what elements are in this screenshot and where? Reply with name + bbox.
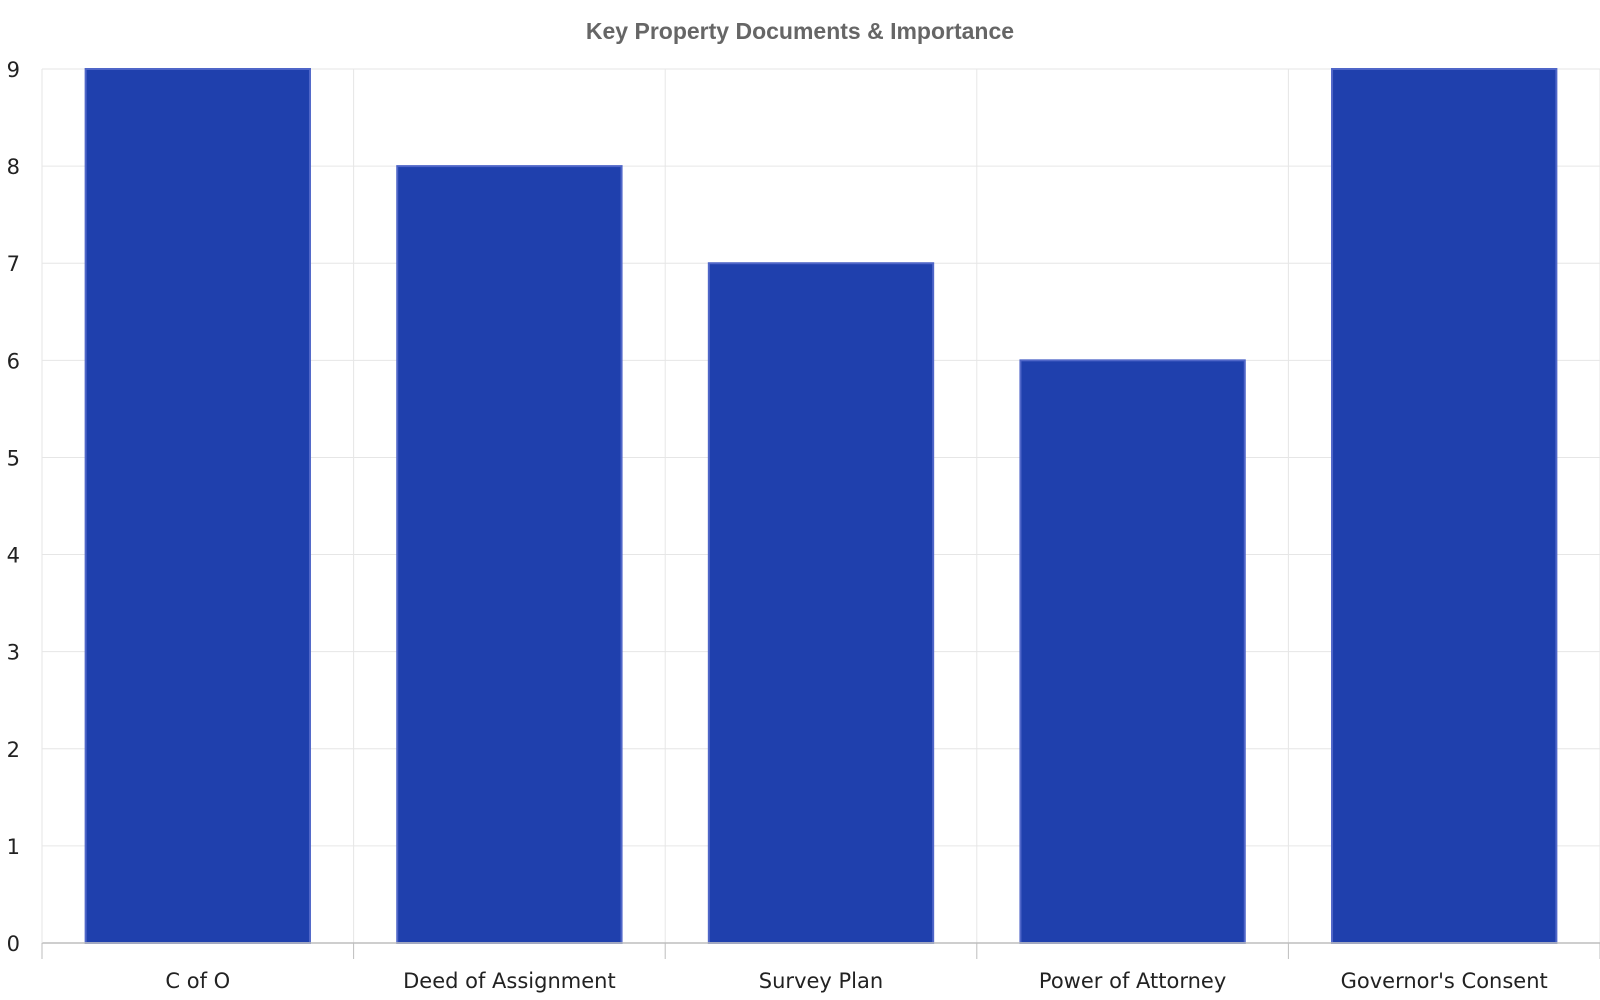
x-tick-label: Deed of Assignment [403, 969, 616, 993]
y-tick-label: 2 [7, 738, 20, 762]
chart-title: Key Property Documents & Importance [585, 18, 1015, 44]
y-tick-label: 5 [7, 446, 20, 470]
y-tick-label: 9 [7, 58, 20, 82]
bar [84, 68, 311, 944]
bar [396, 165, 623, 945]
x-tick-label: Power of Attorney [1039, 969, 1226, 993]
y-tick-label: 3 [7, 641, 20, 665]
x-tick-label: Governor's Consent [1341, 969, 1548, 993]
bar [1331, 68, 1558, 944]
bar [1019, 359, 1246, 945]
y-tick-label: 7 [7, 252, 20, 276]
y-tick-label: 1 [7, 835, 20, 859]
y-tick-label: 4 [7, 544, 20, 568]
y-tick-label: 8 [7, 155, 20, 179]
y-tick-label: 0 [7, 932, 20, 956]
bar [707, 262, 935, 944]
y-tick-label: 6 [7, 349, 20, 373]
x-tick-label: Survey Plan [759, 969, 883, 993]
x-tick-label: C of O [165, 969, 230, 993]
